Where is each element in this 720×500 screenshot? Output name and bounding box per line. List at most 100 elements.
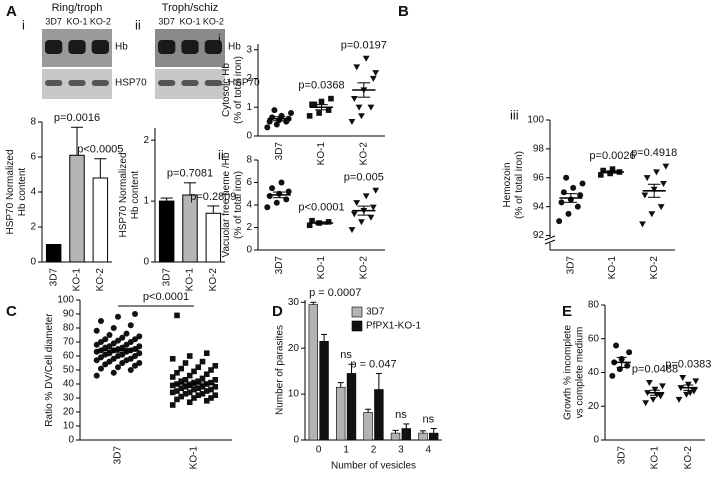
x-tick-label: KO-2 bbox=[649, 256, 660, 280]
y-tick-label: 90 bbox=[63, 309, 75, 320]
data-point bbox=[136, 333, 143, 340]
data-point bbox=[649, 396, 657, 403]
y-tick-label: 50 bbox=[63, 365, 75, 376]
data-point bbox=[102, 336, 109, 343]
legend-label: 3D7 bbox=[366, 307, 385, 318]
data-point bbox=[119, 360, 126, 366]
data-point bbox=[203, 371, 210, 377]
y-tick-label: 2 bbox=[30, 222, 36, 233]
bar bbox=[401, 428, 411, 441]
y-tick-label: 4 bbox=[246, 200, 252, 211]
y-tick-label: 3 bbox=[246, 44, 252, 55]
y-tick-label: 0 bbox=[246, 245, 252, 256]
data-point bbox=[182, 384, 189, 390]
lane-label: KO-2 bbox=[90, 16, 111, 26]
y-tick-label: 70 bbox=[63, 337, 75, 348]
annotation: ns bbox=[340, 349, 352, 361]
y-axis-label: Hb content bbox=[130, 171, 141, 220]
data-point bbox=[208, 379, 214, 386]
data-point bbox=[306, 222, 313, 229]
data-point bbox=[115, 313, 121, 320]
data-point bbox=[127, 339, 134, 345]
y-tick-label: 8 bbox=[30, 117, 36, 128]
y-axis-label: (% of total iron) bbox=[233, 171, 244, 239]
data-point bbox=[264, 204, 271, 211]
data-point bbox=[648, 211, 656, 218]
data-point bbox=[110, 340, 117, 347]
y-tick-label: 2 bbox=[143, 135, 149, 146]
annotation: p<0.0001 bbox=[298, 202, 344, 214]
data-point bbox=[212, 377, 219, 383]
data-point bbox=[199, 375, 206, 382]
data-point bbox=[93, 372, 100, 379]
data-point bbox=[186, 353, 193, 359]
bar bbox=[363, 412, 373, 441]
y-axis-label: vs complete medium bbox=[575, 327, 586, 419]
x-tick-label: KO-1 bbox=[72, 268, 83, 292]
data-point bbox=[311, 101, 318, 108]
x-tick-label: KO-1 bbox=[650, 446, 661, 470]
data-point bbox=[675, 396, 683, 403]
y-axis-label: HSP70 Normalized bbox=[5, 149, 16, 234]
y-tick-label: 100 bbox=[57, 295, 74, 306]
data-point bbox=[199, 391, 206, 397]
y-tick-label: 40 bbox=[63, 379, 75, 390]
x-tick-label: 4 bbox=[426, 445, 432, 456]
data-point bbox=[369, 204, 377, 211]
data-point bbox=[278, 179, 285, 186]
data-point bbox=[577, 192, 584, 199]
bar bbox=[158, 200, 175, 263]
data-point bbox=[570, 184, 577, 191]
annotation: p<0.0001 bbox=[143, 291, 189, 303]
data-point bbox=[186, 372, 193, 379]
blot-band bbox=[45, 40, 63, 54]
lane-label: 3D7 bbox=[45, 16, 62, 26]
x-tick-label: 3D7 bbox=[274, 256, 285, 275]
data-point bbox=[328, 95, 334, 102]
x-tick-label: KO-1 bbox=[189, 446, 200, 470]
blot-title: Troph/schiz bbox=[162, 2, 218, 14]
data-point bbox=[278, 112, 285, 119]
y-tick-label: 1 bbox=[143, 196, 149, 207]
data-point bbox=[132, 362, 139, 369]
data-point bbox=[558, 199, 565, 206]
data-point bbox=[195, 364, 202, 370]
data-point bbox=[355, 104, 363, 111]
data-point bbox=[127, 367, 134, 373]
data-point bbox=[316, 110, 322, 116]
blot-band bbox=[68, 80, 86, 86]
data-point bbox=[563, 174, 570, 181]
x-tick-label: 0 bbox=[316, 445, 322, 456]
annotation: ns bbox=[395, 409, 407, 421]
data-point bbox=[186, 382, 193, 389]
data-point bbox=[273, 199, 280, 206]
y-tick-label: 2 bbox=[246, 73, 252, 84]
data-point bbox=[372, 187, 380, 194]
y-tick-label: 1 bbox=[246, 102, 252, 113]
y-tick-label: 20 bbox=[588, 401, 600, 412]
y-tick-label: 0 bbox=[246, 131, 252, 142]
data-point bbox=[169, 389, 176, 396]
y-axis-label: Ratio % DV/Cell diameter bbox=[44, 313, 55, 427]
y-tick-label: 80 bbox=[588, 300, 600, 311]
data-point bbox=[102, 361, 109, 368]
data-point bbox=[195, 378, 202, 384]
data-point bbox=[127, 355, 134, 362]
data-point bbox=[169, 382, 176, 389]
data-point bbox=[362, 193, 370, 200]
data-point bbox=[199, 384, 206, 390]
data-point bbox=[123, 330, 130, 337]
data-point bbox=[132, 353, 139, 359]
data-point bbox=[646, 380, 653, 387]
axis-break bbox=[544, 235, 556, 241]
data-point bbox=[106, 343, 113, 350]
data-point bbox=[110, 325, 117, 331]
y-axis-label: (% of total iron) bbox=[233, 56, 244, 124]
annotation: p=0.0016 bbox=[54, 112, 100, 124]
data-point bbox=[285, 188, 292, 195]
data-point bbox=[358, 113, 365, 120]
data-point bbox=[115, 337, 121, 344]
data-point bbox=[325, 219, 332, 225]
data-point bbox=[174, 312, 180, 319]
data-point bbox=[182, 360, 189, 366]
